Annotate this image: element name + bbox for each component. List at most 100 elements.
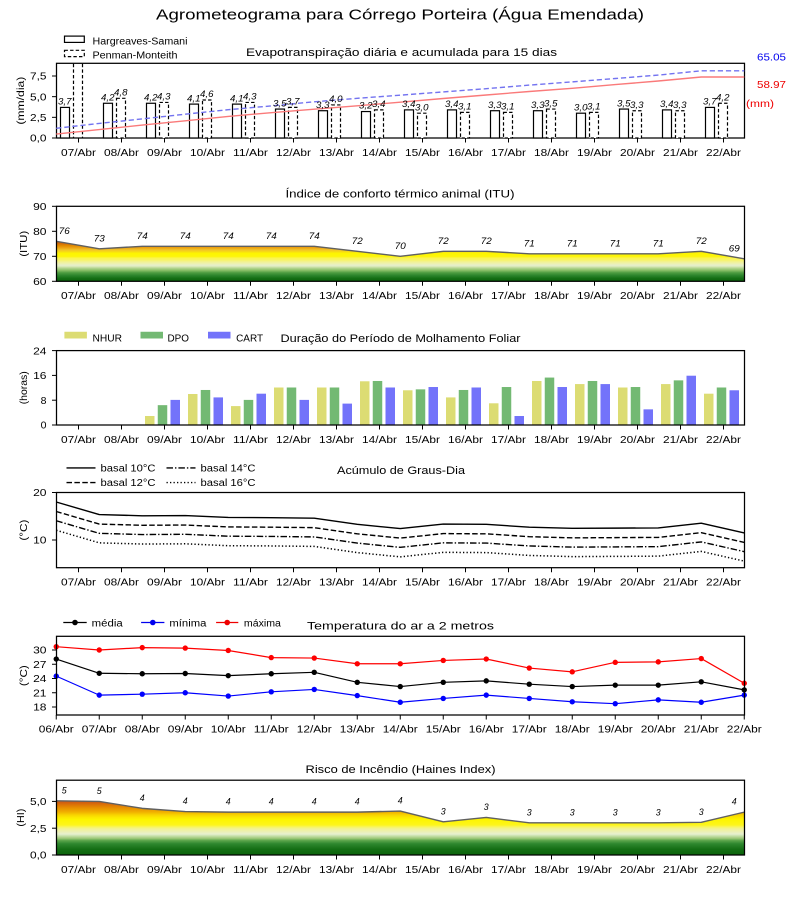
svg-text:10/Abr: 10/Abr [190,147,226,159]
svg-text:14/Abr: 14/Abr [362,290,398,302]
svg-text:16/Abr: 16/Abr [448,434,484,446]
svg-text:07/Abr: 07/Abr [61,577,97,589]
svg-text:80: 80 [33,226,47,238]
svg-text:76: 76 [59,226,70,236]
svg-text:(horas): (horas) [18,371,30,404]
svg-text:CART: CART [236,333,263,344]
svg-text:09/Abr: 09/Abr [147,147,183,159]
svg-text:3,3: 3,3 [630,100,644,110]
svg-text:21/Abr: 21/Abr [663,434,699,446]
svg-text:19/Abr: 19/Abr [577,434,613,446]
svg-text:08/Abr: 08/Abr [104,577,140,589]
svg-text:18/Abr: 18/Abr [534,577,570,589]
svg-text:14/Abr: 14/Abr [362,864,398,876]
svg-text:14/Abr: 14/Abr [362,147,398,159]
svg-text:3,1: 3,1 [458,102,472,112]
svg-text:20/Abr: 20/Abr [641,724,677,736]
svg-text:74: 74 [180,231,191,241]
svg-text:Temperatura do ar a 2 metros: Temperatura do ar a 2 metros [307,621,495,633]
svg-text:18/Abr: 18/Abr [534,434,570,446]
svg-text:4,1: 4,1 [230,93,244,103]
svg-text:3,1: 3,1 [587,102,601,112]
svg-text:13/Abr: 13/Abr [319,434,355,446]
svg-text:12/Abr: 12/Abr [276,147,312,159]
svg-text:DPO: DPO [168,333,190,344]
svg-text:3,1: 3,1 [501,102,515,112]
svg-text:3,4: 3,4 [445,99,459,109]
svg-text:Duração do Período de Molhamen: Duração do Período de Molhamento Foliar [281,333,521,345]
svg-text:0,0: 0,0 [30,133,47,145]
svg-text:3,4: 3,4 [372,99,386,109]
svg-text:07/Abr: 07/Abr [61,864,97,876]
svg-text:3,0: 3,0 [574,102,588,112]
svg-text:4: 4 [269,797,274,807]
svg-text:19/Abr: 19/Abr [577,290,613,302]
svg-text:3: 3 [441,806,446,816]
svg-text:21/Abr: 21/Abr [684,724,720,736]
svg-text:3,7: 3,7 [58,97,73,107]
svg-text:16/Abr: 16/Abr [469,724,505,736]
svg-text:4,3: 4,3 [157,92,171,102]
svg-text:mínima: mínima [169,618,206,629]
svg-text:(°C): (°C) [18,520,30,541]
svg-text:NHUR: NHUR [93,333,123,344]
svg-text:22/Abr: 22/Abr [706,434,742,446]
svg-text:4: 4 [732,797,737,807]
svg-text:17/Abr: 17/Abr [491,434,527,446]
svg-text:Acúmulo de Graus-Dia: Acúmulo de Graus-Dia [337,465,466,477]
svg-text:18/Abr: 18/Abr [534,147,570,159]
svg-text:07/Abr: 07/Abr [61,434,97,446]
svg-text:71: 71 [610,238,621,248]
svg-text:20/Abr: 20/Abr [620,290,656,302]
svg-text:3,7: 3,7 [286,97,301,107]
svg-text:08/Abr: 08/Abr [104,290,140,302]
svg-text:74: 74 [137,231,148,241]
svg-text:Evapotranspiração diária e acu: Evapotranspiração diária e acumulada par… [246,47,558,59]
svg-text:Agrometeograma para Córrego Po: Agrometeograma para Córrego Porteira (Ág… [156,7,644,24]
svg-text:16/Abr: 16/Abr [448,290,484,302]
svg-text:5,0: 5,0 [30,796,47,808]
svg-text:(°C): (°C) [18,665,30,686]
svg-text:3,5: 3,5 [617,98,631,108]
svg-text:74: 74 [266,231,277,241]
svg-text:10/Abr: 10/Abr [190,434,226,446]
svg-text:10/Abr: 10/Abr [190,577,226,589]
svg-text:21/Abr: 21/Abr [663,577,699,589]
svg-text:16: 16 [33,370,47,382]
svg-text:12/Abr: 12/Abr [297,724,333,736]
svg-text:71: 71 [653,238,664,248]
svg-text:09/Abr: 09/Abr [147,577,183,589]
svg-text:3: 3 [656,807,661,817]
svg-text:18/Abr: 18/Abr [555,724,591,736]
svg-text:4: 4 [355,797,360,807]
svg-text:3: 3 [570,807,575,817]
svg-text:27: 27 [33,659,47,671]
svg-text:2,5: 2,5 [30,823,47,835]
svg-text:4,2: 4,2 [716,92,730,102]
svg-text:74: 74 [309,231,320,241]
svg-text:69: 69 [729,243,740,253]
svg-text:12/Abr: 12/Abr [276,290,312,302]
svg-text:13/Abr: 13/Abr [319,290,355,302]
svg-text:13/Abr: 13/Abr [319,864,355,876]
svg-text:22/Abr: 22/Abr [706,577,742,589]
svg-text:13/Abr: 13/Abr [319,147,355,159]
svg-text:21/Abr: 21/Abr [663,147,699,159]
svg-text:10/Abr: 10/Abr [211,724,247,736]
svg-text:08/Abr: 08/Abr [125,724,161,736]
svg-text:3,3: 3,3 [316,100,330,110]
svg-text:3,5: 3,5 [273,98,287,108]
svg-text:máxima: máxima [244,618,281,629]
svg-text:11/Abr: 11/Abr [233,147,269,159]
svg-text:17/Abr: 17/Abr [512,724,548,736]
svg-text:15/Abr: 15/Abr [405,864,441,876]
svg-text:12/Abr: 12/Abr [276,434,312,446]
svg-text:24: 24 [33,345,47,357]
svg-text:3,5: 3,5 [544,98,558,108]
svg-text:70: 70 [395,241,406,251]
svg-text:Hargreaves-Samani: Hargreaves-Samani [93,37,188,48]
svg-text:Risco de Incêndio (Haines Inde: Risco de Incêndio (Haines Index) [306,764,496,776]
svg-text:4: 4 [140,793,145,803]
svg-text:16/Abr: 16/Abr [448,577,484,589]
svg-text:72: 72 [352,236,363,246]
